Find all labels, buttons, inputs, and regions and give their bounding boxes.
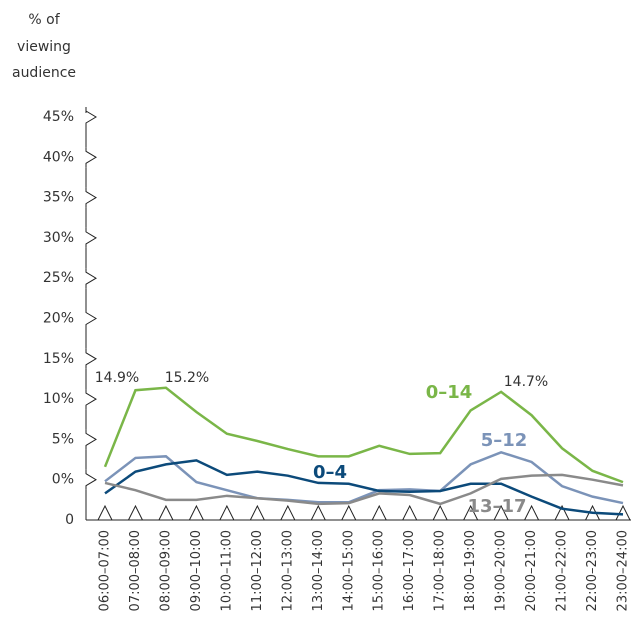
x-tick [432,504,448,521]
x-tick-label: 20:00–21:00 [524,530,539,611]
x-tick-label: 15:00–16:00 [372,530,387,611]
y-tick-label: 45% [43,109,74,125]
annotation: 15.2% [165,370,209,386]
series-line [103,386,624,484]
y-tick [85,268,97,289]
x-tick [493,504,509,521]
x-tick [585,504,600,521]
series-label: 0–4 [313,462,347,483]
x-tick-label: 06:00–07:00 [98,530,113,611]
y-tick [85,107,97,127]
x-tick [280,504,296,521]
x-tick-label: 13:00–14:00 [311,530,326,611]
x-tick-label: 07:00–08:00 [128,530,143,611]
x-tick-label: 19:00–20:00 [494,530,509,611]
x-tick [310,504,326,521]
x-tick-label: 14:00–15:00 [341,530,356,611]
x-tick-label: 16:00–17:00 [402,530,417,611]
y-tick [85,429,97,450]
y-tick-label: 25% [43,270,74,286]
y-tick-label: 20% [43,311,74,327]
y-tick [85,469,97,490]
y-tick-label: 5% [52,431,74,447]
x-tick-label: 08:00–09:00 [158,530,173,611]
y-axis-title: audience [12,65,76,81]
y-tick [85,308,97,329]
y-tick-label: 35% [43,190,74,206]
x-tick [158,504,174,521]
y-tick-label: 30% [43,230,74,246]
y-tick-label: 40% [43,149,74,165]
series-line [104,473,624,506]
y-tick-label: 0% [52,472,74,488]
y-axis-title: % of [28,12,60,28]
x-tick [249,504,265,521]
annotation: 14.7% [504,374,548,390]
x-tick [341,504,357,521]
x-tick-label: 18:00–19:00 [463,530,478,611]
x-tick-label: 17:00–18:00 [433,530,448,611]
series-label: 0–14 [426,382,473,403]
x-tick-label: 10:00–11:00 [219,530,234,611]
annotation: 14.9% [95,370,139,386]
x-tick [219,504,235,521]
series-line [104,450,624,505]
x-tick-label: 21:00–22:00 [555,530,570,611]
x-tick-label: 23:00–24:00 [616,530,631,611]
y-tick [85,389,97,410]
x-tick [402,504,418,521]
y-tick-label: 10% [43,391,74,407]
y-tick-label: 15% [43,351,74,367]
y-tick [85,147,97,168]
x-tick [188,504,204,521]
x-tick [371,504,387,521]
series-line [104,459,624,516]
series-label: 13–17 [467,496,526,517]
x-tick-label: 09:00–10:00 [189,530,204,611]
x-tick [463,504,479,521]
series-label: 5–12 [481,430,528,451]
x-tick [524,504,540,521]
y-tick-label: 0 [65,512,74,528]
x-tick-label: 22:00–23:00 [585,530,600,611]
y-tick [85,348,97,369]
x-tick-label: 12:00–13:00 [280,530,295,611]
x-tick [97,504,113,521]
y-tick [85,227,97,248]
x-tick [554,504,570,521]
x-tick-label: 11:00–12:00 [250,530,265,611]
y-tick [85,187,97,208]
y-axis-title: viewing [17,39,71,55]
x-tick [128,504,143,521]
